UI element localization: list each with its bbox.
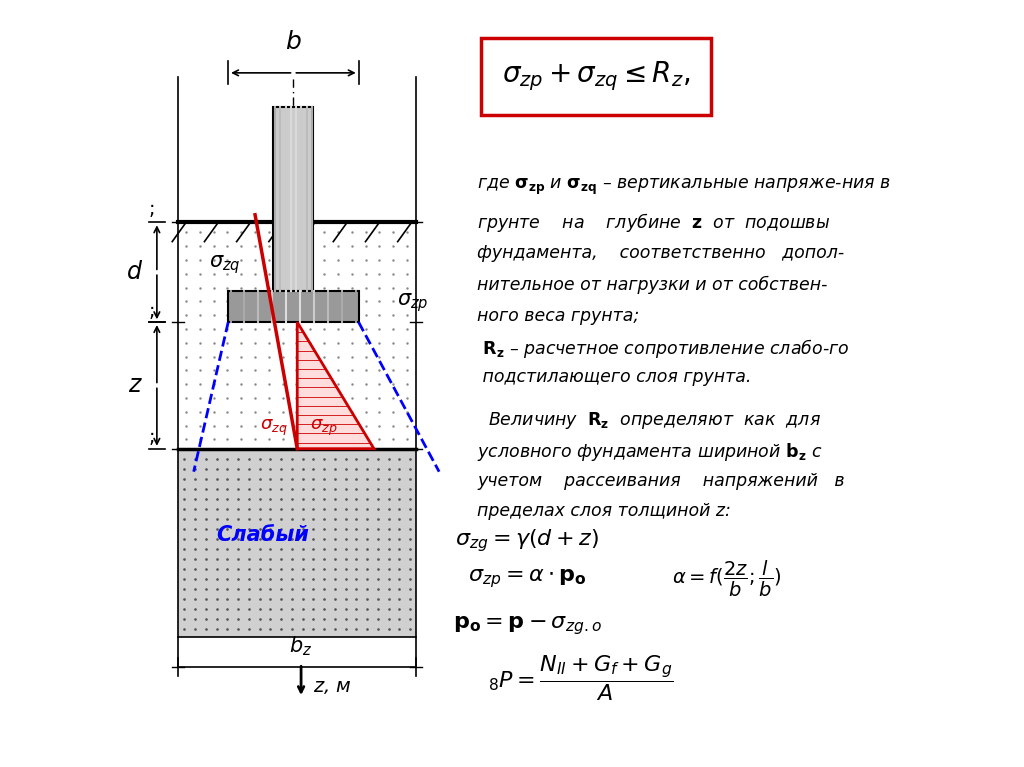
Bar — [481, 38, 712, 115]
Text: подстилающего слоя грунта.: подстилающего слоя грунта. — [477, 368, 752, 386]
Text: ного веса грунта;: ного веса грунта; — [477, 307, 640, 324]
Text: Слабый: Слабый — [216, 525, 309, 545]
Text: $\alpha = f(\dfrac{2z}{b};\dfrac{l}{b})$: $\alpha = f(\dfrac{2z}{b};\dfrac{l}{b})$ — [672, 559, 781, 599]
Text: ;: ; — [148, 199, 155, 219]
Text: $\sigma_{zq}$: $\sigma_{zq}$ — [209, 253, 241, 276]
Text: нительное от нагрузки и от собствен-: нительное от нагрузки и от собствен- — [477, 275, 827, 294]
Polygon shape — [178, 222, 416, 449]
Text: $b$: $b$ — [285, 30, 302, 54]
Text: $\sigma_{zp}$: $\sigma_{zp}$ — [396, 291, 428, 314]
Text: $_8P = \dfrac{N_{II} + G_f + G_g}{A}$: $_8P = \dfrac{N_{II} + G_f + G_g}{A}$ — [488, 654, 674, 703]
Polygon shape — [273, 107, 313, 291]
Text: $b_z$: $b_z$ — [290, 634, 312, 658]
Text: грунте    на    глубине  $\mathbf{z}$  от  подошвы: грунте на глубине $\mathbf{z}$ от подошв… — [477, 211, 830, 234]
Text: пределах слоя толщиной z:: пределах слоя толщиной z: — [477, 502, 731, 520]
Text: $d$: $d$ — [126, 260, 143, 285]
Text: $\mathbf{p_o} = \mathbf{p} - \sigma_{zg.o}$: $\mathbf{p_o} = \mathbf{p} - \sigma_{zg.… — [453, 614, 602, 637]
Text: $\sigma_{zq}$: $\sigma_{zq}$ — [260, 417, 288, 437]
Text: $\mathbf{R_z}$ – расчетное сопротивление слабо-го: $\mathbf{R_z}$ – расчетное сопротивление… — [477, 337, 850, 360]
Text: $z$: $z$ — [128, 374, 143, 397]
Text: $z$, м: $z$, м — [312, 677, 351, 696]
Polygon shape — [228, 291, 358, 322]
Text: Величину  $\mathbf{R_z}$  определяют  как  для: Величину $\mathbf{R_z}$ определяют как д… — [477, 410, 821, 431]
Polygon shape — [178, 449, 416, 637]
Text: условного фундамента шириной $\mathbf{b_z}$ с: условного фундамента шириной $\mathbf{b_… — [477, 441, 823, 463]
Text: $\sigma_{zg} = \gamma(d + z)$: $\sigma_{zg} = \gamma(d + z)$ — [456, 528, 599, 554]
Text: фундамента,    соответственно   допол-: фундамента, соответственно допол- — [477, 244, 845, 262]
Text: $\sigma_{zp}$: $\sigma_{zp}$ — [310, 417, 338, 437]
Text: ;: ; — [148, 428, 155, 447]
Text: учетом    рассеивания    напряжений   в: учетом рассеивания напряжений в — [477, 472, 845, 489]
Polygon shape — [297, 322, 374, 449]
Text: $\sigma_{zp} = \alpha \cdot \mathbf{p_o}$: $\sigma_{zp} = \alpha \cdot \mathbf{p_o}… — [468, 568, 587, 591]
Text: $\sigma_{zp} + \sigma_{zq} \leq R_z,$: $\sigma_{zp} + \sigma_{zq} \leq R_z,$ — [502, 60, 690, 94]
Text: ;: ; — [148, 301, 155, 321]
Text: где $\mathbf{\sigma_{zp}}$ и $\mathbf{\sigma_{zq}}$ – вертикальные напряже-ния в: где $\mathbf{\sigma_{zp}}$ и $\mathbf{\s… — [477, 176, 892, 196]
